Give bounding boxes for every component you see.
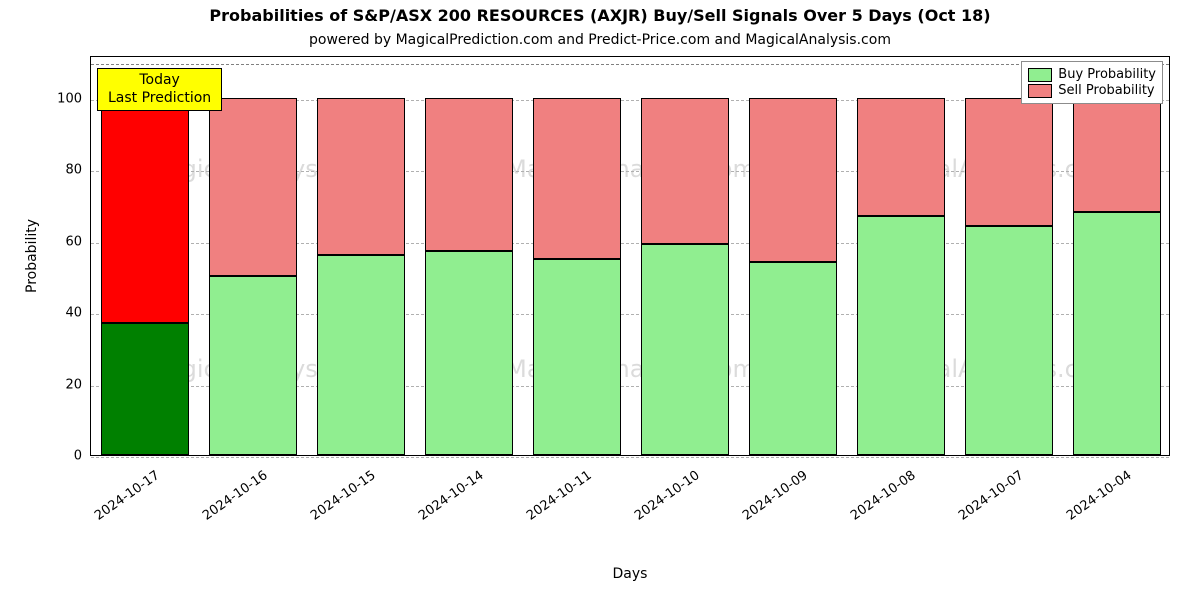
legend-swatch xyxy=(1028,84,1052,98)
x-tick-label: 2024-10-04 xyxy=(1060,468,1134,526)
bar-group xyxy=(965,55,1054,455)
x-tick-label: 2024-10-14 xyxy=(412,468,486,526)
legend-item: Sell Probability xyxy=(1028,83,1156,98)
bar-group xyxy=(425,55,514,455)
bar-buy xyxy=(857,216,946,455)
bar-group xyxy=(749,55,838,455)
bar-group xyxy=(209,55,298,455)
y-tick-label: 80 xyxy=(50,163,82,178)
chart-subtitle: powered by MagicalPrediction.com and Pre… xyxy=(0,32,1200,48)
bar-sell xyxy=(317,98,406,255)
y-tick-label: 100 xyxy=(50,91,82,106)
x-axis-label: Days xyxy=(613,566,648,582)
bar-sell xyxy=(425,98,514,252)
gridline xyxy=(91,457,1169,458)
bar-buy xyxy=(1073,212,1162,455)
x-tick-label: 2024-10-15 xyxy=(304,468,378,526)
bar-group xyxy=(1073,55,1162,455)
x-tick-label: 2024-10-10 xyxy=(628,468,702,526)
bar-buy xyxy=(101,323,190,455)
bar-sell xyxy=(641,98,730,244)
figure: { "title": { "text": "Probabilities of S… xyxy=(0,0,1200,600)
bar-group xyxy=(857,55,946,455)
legend-label: Buy Probability xyxy=(1058,67,1156,82)
bar-sell xyxy=(533,98,622,259)
annotation-line1: Today xyxy=(108,72,211,90)
bar-sell xyxy=(965,98,1054,227)
bar-sell xyxy=(1073,98,1162,212)
x-tick-label: 2024-10-16 xyxy=(196,468,270,526)
legend-swatch xyxy=(1028,68,1052,82)
bar-sell xyxy=(209,98,298,277)
bar-buy xyxy=(965,226,1054,455)
x-tick-label: 2024-10-11 xyxy=(520,468,594,526)
today-annotation: Today Last Prediction xyxy=(97,68,222,111)
bar-buy xyxy=(533,259,622,455)
legend-item: Buy Probability xyxy=(1028,67,1156,82)
annotation-line2: Last Prediction xyxy=(108,90,211,108)
x-tick-label: 2024-10-09 xyxy=(736,468,810,526)
bar-group xyxy=(533,55,622,455)
y-tick-label: 20 xyxy=(50,377,82,392)
bar-container xyxy=(91,57,1169,455)
x-tick-label: 2024-10-07 xyxy=(952,468,1026,526)
bar-sell xyxy=(857,98,946,216)
y-tick-label: 0 xyxy=(50,449,82,464)
y-tick-label: 40 xyxy=(50,306,82,321)
x-tick-label: 2024-10-17 xyxy=(88,468,162,526)
chart-title: Probabilities of S&P/ASX 200 RESOURCES (… xyxy=(0,6,1200,25)
y-tick-label: 60 xyxy=(50,234,82,249)
bar-buy xyxy=(209,276,298,455)
bar-sell xyxy=(749,98,838,262)
legend: Buy ProbabilitySell Probability xyxy=(1021,61,1163,104)
y-axis-label: Probability xyxy=(24,219,40,293)
bar-buy xyxy=(749,262,838,455)
x-tick-label: 2024-10-08 xyxy=(844,468,918,526)
bar-group xyxy=(641,55,730,455)
legend-label: Sell Probability xyxy=(1058,83,1154,98)
plot-area: MagicalAnalysis.comMagicalAnalysis.comMa… xyxy=(90,56,1170,456)
bar-buy xyxy=(425,251,514,455)
bar-group xyxy=(317,55,406,455)
bar-buy xyxy=(641,244,730,455)
bar-group xyxy=(101,55,190,455)
bar-sell xyxy=(101,98,190,323)
bar-buy xyxy=(317,255,406,455)
